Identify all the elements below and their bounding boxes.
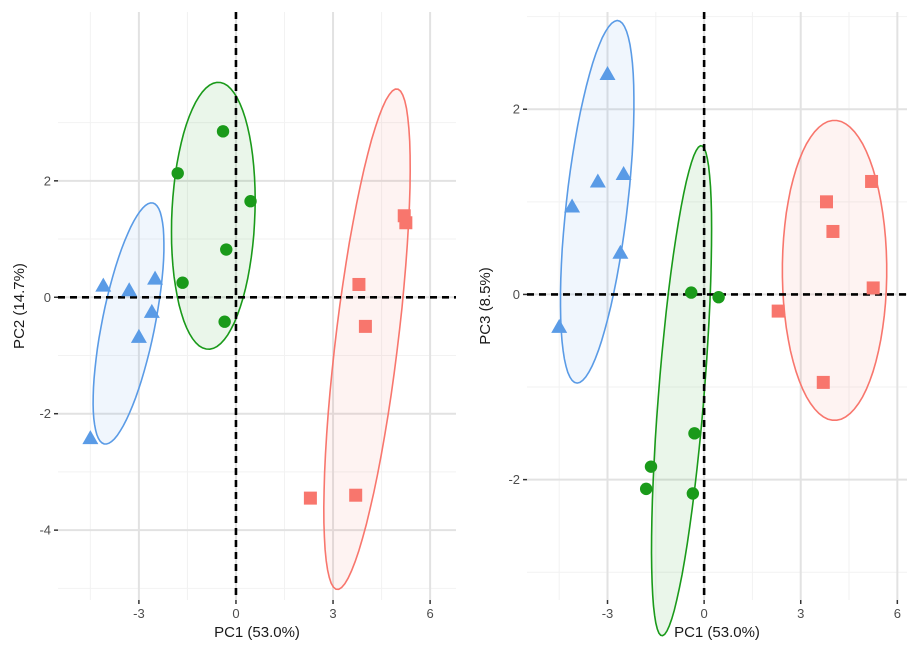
- x-tick-label: -3: [133, 606, 145, 621]
- y-tick-label: 0: [44, 290, 51, 305]
- y-tick-label: 2: [44, 173, 51, 188]
- x-tick-label: 3: [329, 606, 336, 621]
- data-point-circle: [176, 276, 189, 289]
- x-tick-label: 6: [894, 606, 901, 621]
- confidence-ellipse-square: [322, 88, 412, 591]
- data-point-square: [865, 174, 879, 188]
- data-point-circle: [686, 487, 700, 500]
- x-tick-label: -3: [602, 606, 614, 621]
- data-point-triangle: [564, 198, 581, 213]
- confidence-ellipse-triangle: [559, 19, 635, 384]
- data-point-square: [826, 224, 840, 238]
- data-point-triangle: [147, 270, 164, 285]
- data-point-square: [349, 488, 363, 502]
- data-point-triangle: [130, 328, 147, 343]
- x-tick-label: 0: [701, 606, 708, 621]
- data-point-circle: [218, 315, 231, 328]
- x-tick-label: 3: [797, 606, 804, 621]
- data-point-circle: [688, 427, 701, 440]
- data-point-circle: [171, 167, 184, 180]
- data-point-square: [816, 375, 830, 389]
- data-point-circle: [639, 482, 653, 496]
- data-point-square: [303, 491, 317, 505]
- data-point-square: [819, 195, 833, 209]
- x-axis-title: PC1 (53.0%): [214, 624, 300, 641]
- data-point-triangle: [95, 277, 112, 292]
- data-point-square: [352, 277, 366, 291]
- data-point-circle: [685, 286, 698, 299]
- data-point-triangle: [615, 166, 632, 181]
- y-tick-label: 0: [513, 287, 520, 302]
- data-point-square: [399, 216, 413, 230]
- data-point-triangle: [612, 244, 629, 259]
- x-tick-label: 0: [232, 606, 239, 621]
- y-tick-label: 2: [513, 102, 520, 117]
- data-point-triangle: [143, 303, 160, 318]
- y-tick-label: -2: [508, 472, 520, 487]
- data-point-square: [771, 304, 785, 318]
- chart-panel-2: -3 0 3 6 -2 0 2 PC1 (53.0%) PC3 (8.5%): [477, 12, 907, 641]
- y-axis-title: PC2 (14.7%): [11, 263, 28, 349]
- data-point-square: [866, 281, 880, 295]
- x-axis-title: PC1 (53.0%): [674, 624, 760, 641]
- y-tick-label: -2: [39, 406, 51, 421]
- data-point-triangle: [121, 282, 138, 297]
- chart-panel-1: -3 0 3 6 -4 -2 0 2 PC1 (53.0%) PC2 (14.7%): [11, 12, 456, 641]
- y-axis-title: PC3 (8.5%): [477, 267, 494, 345]
- data-point-square: [358, 319, 372, 333]
- data-point-triangle: [551, 318, 568, 333]
- data-point-circle: [644, 460, 658, 473]
- data-point-triangle: [599, 66, 616, 81]
- confidence-ellipse-circle: [650, 144, 713, 637]
- data-point-circle: [216, 125, 230, 138]
- confidence-ellipse-triangle: [92, 202, 165, 445]
- data-point-circle: [244, 195, 257, 208]
- data-point-triangle: [589, 173, 606, 188]
- confidence-ellipse-square: [781, 119, 888, 422]
- confidence-ellipse-circle: [170, 81, 257, 351]
- data-point-circle: [220, 243, 233, 256]
- x-tick-label: 6: [426, 606, 433, 621]
- data-point-circle: [712, 291, 725, 304]
- data-point-triangle: [82, 430, 99, 445]
- y-tick-label: -4: [39, 523, 51, 538]
